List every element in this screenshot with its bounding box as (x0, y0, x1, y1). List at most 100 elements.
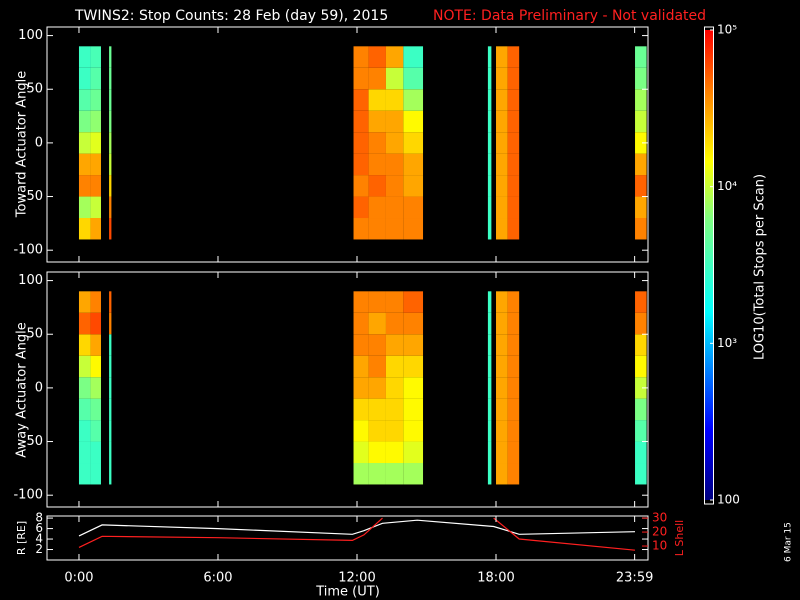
heatmap-cell (507, 46, 520, 68)
heatmap-cell (385, 355, 404, 378)
heatmap-cell (635, 334, 647, 356)
heatmap-cell (90, 334, 101, 356)
heatmap-cell (385, 89, 404, 111)
heatmap-cell (496, 132, 508, 154)
heatmap-cell (109, 355, 112, 378)
heatmap-cell (109, 153, 112, 176)
y-tick-label: 100 (18, 273, 43, 288)
heatmap-cell (487, 312, 492, 335)
heatmap-cell (353, 334, 369, 356)
heatmap-cell (368, 153, 386, 176)
heatmap-cell (90, 312, 101, 335)
heatmap-cell (78, 89, 91, 111)
heatmap-cell (109, 175, 112, 197)
heatmap-cell (507, 463, 520, 485)
x-axis-label: Time (UT) (315, 585, 380, 600)
heatmap-cell (403, 355, 424, 378)
y-tick-label: -100 (13, 488, 43, 503)
heatmap-cell (635, 420, 647, 442)
heatmap-cell (78, 67, 91, 90)
heatmap-cell (368, 377, 386, 399)
heatmap-cell (109, 377, 112, 399)
heatmap-cell (507, 175, 520, 197)
line-series (493, 517, 636, 551)
heatmap-cell (403, 463, 424, 485)
heatmap-cell (90, 110, 101, 133)
heatmap-cell (78, 334, 91, 356)
heatmap-cell (353, 312, 369, 335)
heatmap-cell (403, 46, 424, 68)
y-tick-label: -100 (13, 243, 43, 258)
heatmap-cell (496, 218, 508, 240)
heatmap-cell (90, 441, 101, 464)
y-tick-label: 2 (35, 542, 43, 556)
heatmap-cell (90, 355, 101, 378)
heatmap-cell (403, 153, 424, 176)
heatmap-cell (385, 67, 404, 90)
heatmap-cell (353, 46, 369, 68)
x-tick-label: 23:59 (616, 571, 653, 586)
heatmap-cell (403, 334, 424, 356)
y-tick-label: 0 (35, 135, 43, 150)
heatmap-cell (487, 89, 492, 111)
y-tick-label: 100 (18, 28, 43, 43)
heatmap-cell (496, 312, 508, 335)
heatmap-cell (90, 420, 101, 442)
y-axis-label: R [RE] (15, 521, 28, 555)
heatmap-cell (496, 420, 508, 442)
heatmap-cell (507, 420, 520, 442)
heatmap-cell (368, 132, 386, 154)
heatmap-cell (385, 110, 404, 133)
heatmap-cell (78, 312, 91, 335)
heatmap-cell (487, 291, 492, 313)
panel-frame (46, 515, 649, 561)
heatmap-cell (90, 398, 101, 421)
heatmap-cell (353, 441, 369, 464)
heatmap-cell (78, 291, 91, 313)
heatmap-cell (385, 218, 404, 240)
heatmap-cell (385, 132, 404, 154)
heatmap-cell (635, 377, 647, 399)
heatmap-cell (368, 46, 386, 68)
y-tick-label: 50 (26, 327, 43, 342)
y-tick-label: 8 (35, 511, 43, 525)
heatmap-cell (353, 218, 369, 240)
y-axis-label: Away Actuator Angle (15, 322, 30, 457)
heatmap-cell (353, 398, 369, 421)
heatmap-cell (353, 175, 369, 197)
line-series (78, 519, 636, 537)
heatmap-cell (507, 132, 520, 154)
panel-frame (46, 26, 649, 263)
heatmap-cell (385, 334, 404, 356)
heatmap-cell (385, 291, 404, 313)
heatmap-cell (90, 196, 101, 219)
y-tick-label: -50 (22, 434, 43, 449)
panel-frame (46, 271, 649, 508)
heatmap-cell (635, 291, 647, 313)
heatmap-cell (403, 291, 424, 313)
x-tick-label: 0:00 (64, 571, 93, 586)
heatmap-cell (507, 153, 520, 176)
heatmap-cell (487, 218, 492, 240)
heatmap-cell (507, 441, 520, 464)
heatmap-cell (90, 89, 101, 111)
heatmap-cell (368, 89, 386, 111)
heatmap-cell (353, 153, 369, 176)
heatmap-cell (90, 153, 101, 176)
heatmap-cell (487, 398, 492, 421)
heatmap-cell (635, 398, 647, 421)
heatmap-cell (368, 175, 386, 197)
note: NOTE: Data Preliminary - Not validated (433, 8, 706, 24)
heatmap-cell (368, 420, 386, 442)
heatmap-cell (78, 46, 91, 68)
heatmap-cell (635, 110, 647, 133)
heatmap-cell (496, 67, 508, 90)
heatmap-cell (487, 196, 492, 219)
heatmap-cell (368, 312, 386, 335)
y-tick-label: 0 (35, 380, 43, 395)
heatmap-cell (78, 153, 91, 176)
heatmap-cell (353, 420, 369, 442)
heatmap-cell (507, 110, 520, 133)
x-tick-label: 12:00 (338, 571, 375, 586)
heatmap-cell (353, 67, 369, 90)
